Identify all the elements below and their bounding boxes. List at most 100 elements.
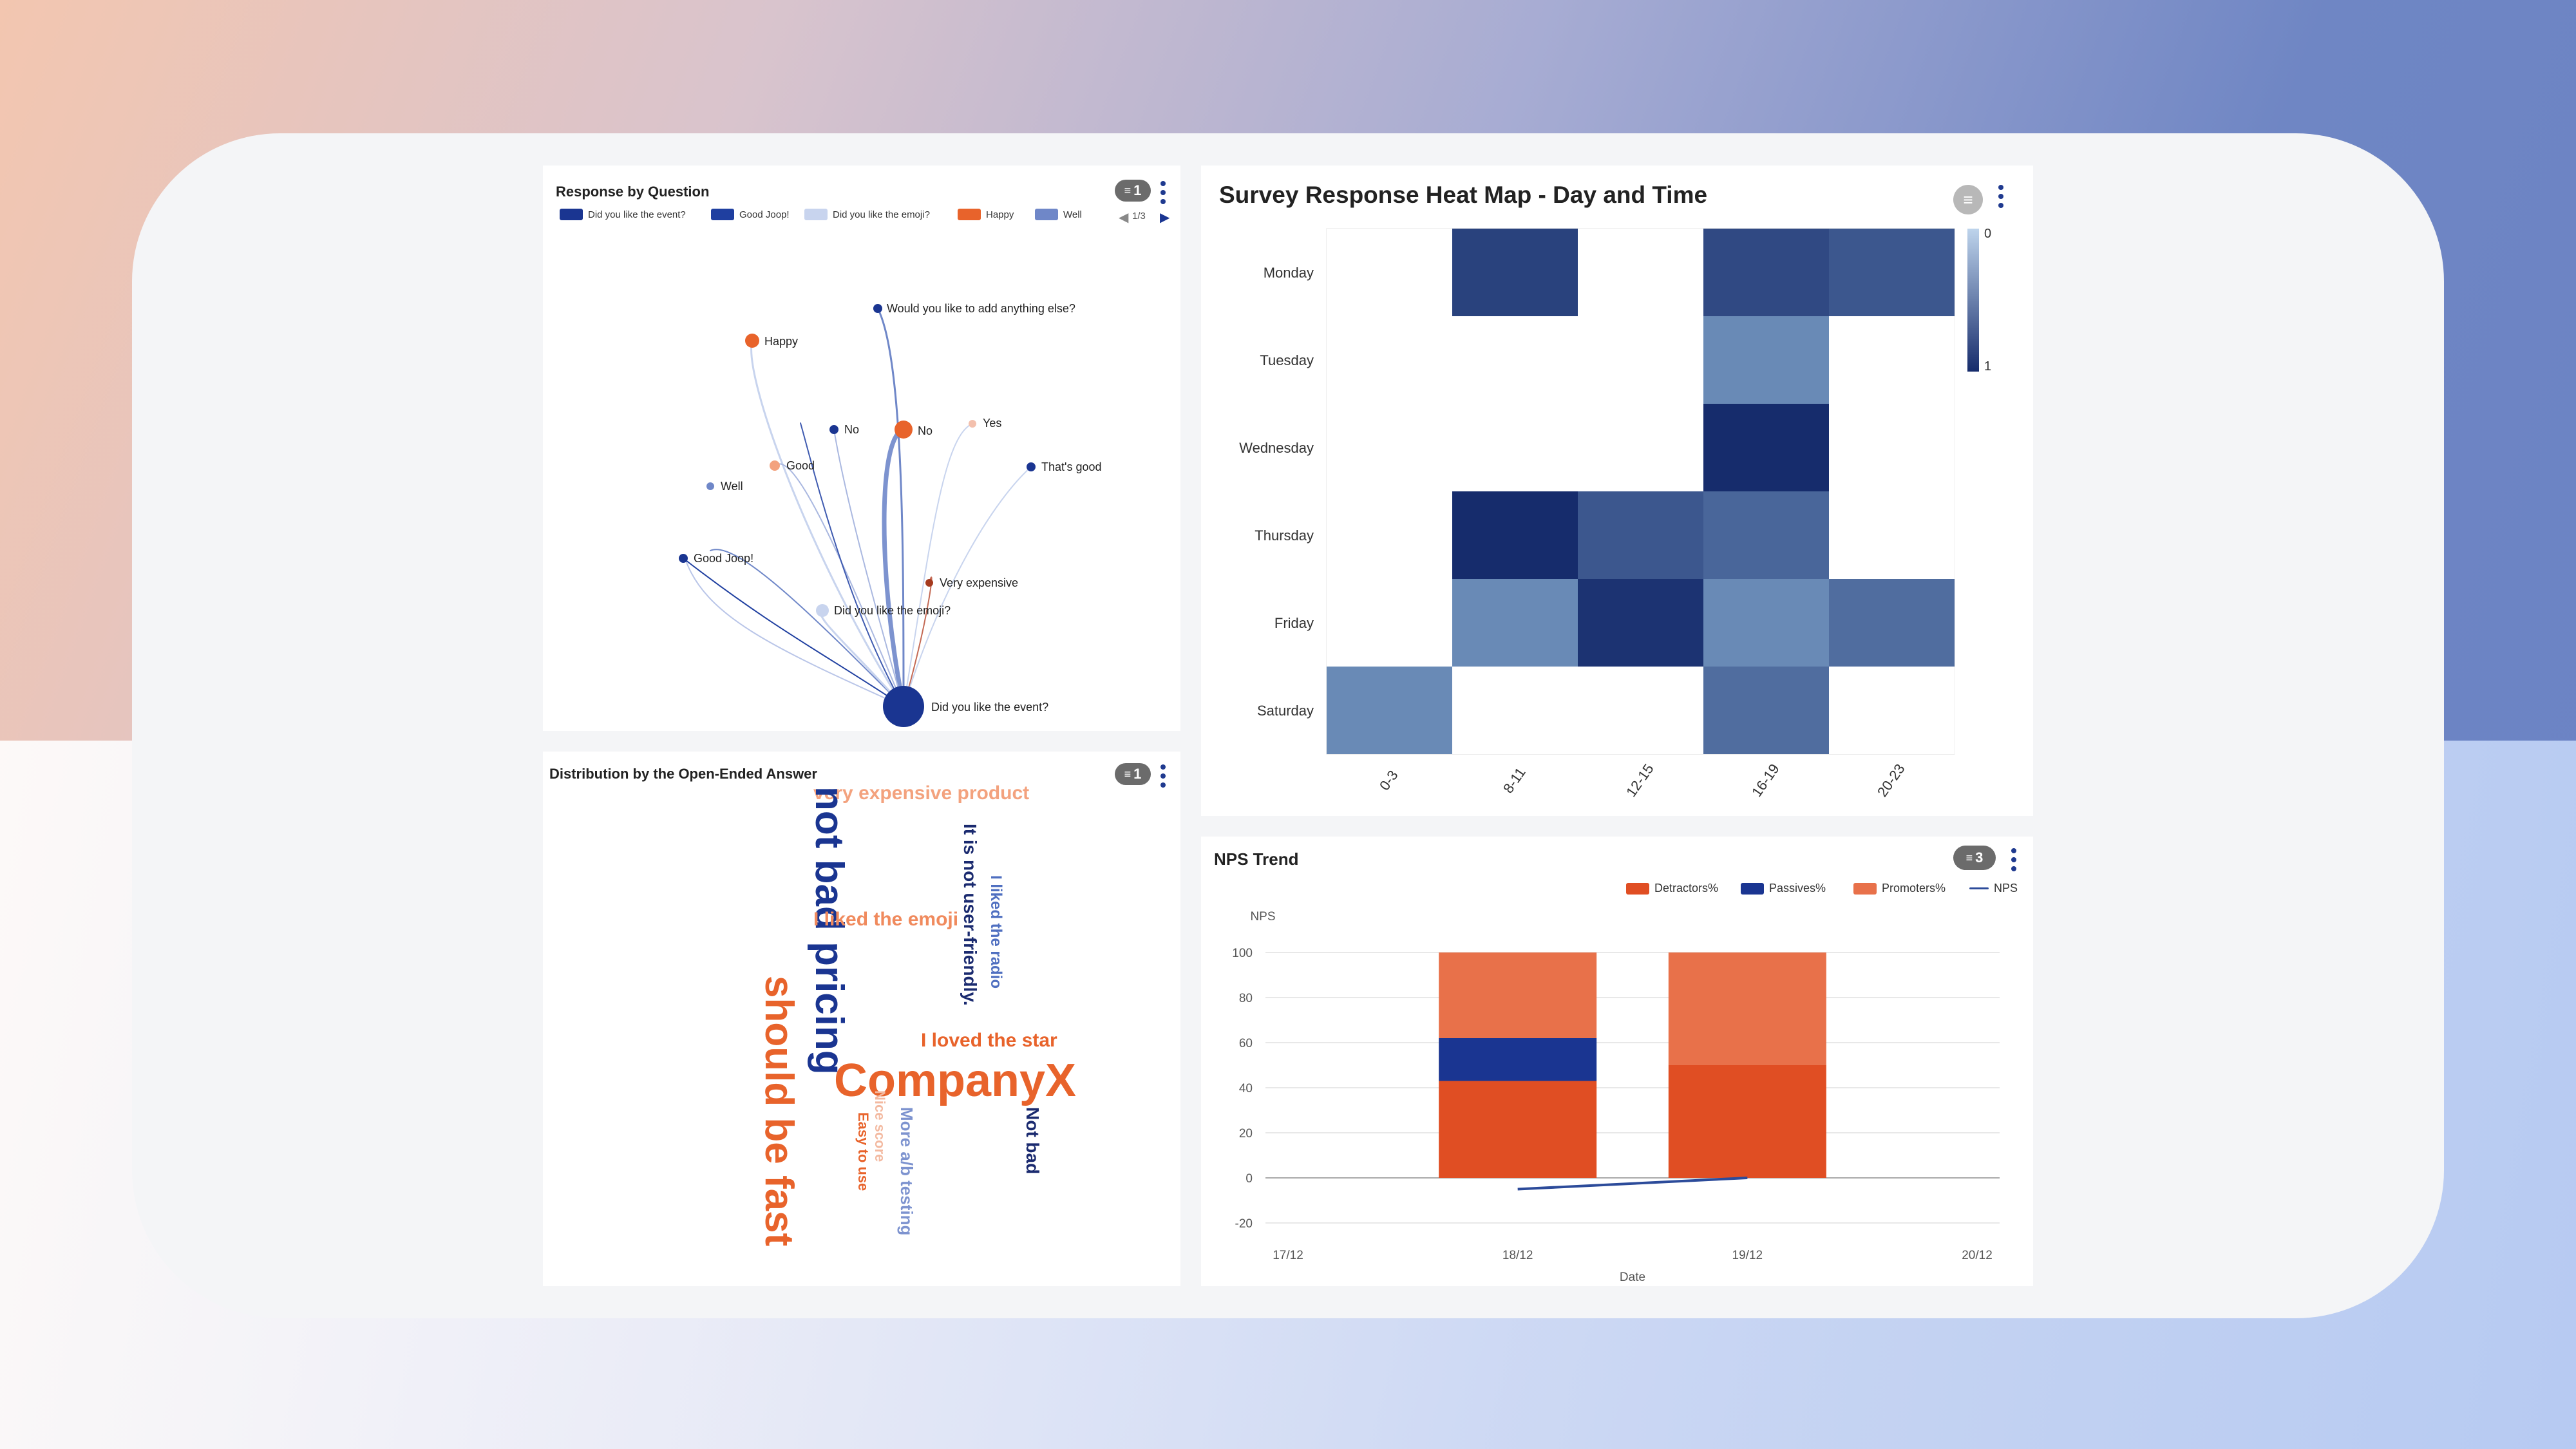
edge [882, 427, 906, 709]
heatmap-cell[interactable] [1829, 579, 1955, 667]
heatmap-cell[interactable] [1578, 579, 1703, 667]
filter-badge[interactable]: ≡ 1 [1115, 763, 1151, 785]
dashboard-card: Response by Question ≡ 1 Did you like th… [132, 133, 2444, 1318]
edge [683, 558, 904, 707]
heatmap-cell[interactable] [1452, 579, 1578, 667]
filter-badge[interactable]: ≡ 1 [1115, 180, 1151, 202]
word: Nice score [872, 1090, 888, 1162]
heatmap-cell[interactable] [1452, 667, 1578, 754]
heatmap-cell[interactable] [1829, 404, 1955, 491]
y-tick-label: 0 [1245, 1172, 1253, 1186]
wordcloud-panel: Distribution by the Open-Ended Answer ≡ … [543, 752, 1180, 1286]
node-no-2 [895, 421, 913, 439]
x-axis-label: Date [1620, 1271, 1645, 1284]
word: Not bad [1023, 1107, 1043, 1175]
filter-badge[interactable]: ≡ 3 [1953, 846, 1996, 870]
legend-item[interactable]: Good Joop! [711, 209, 790, 220]
y-tick-label: Tuesday [1260, 352, 1314, 368]
heatmap-cell[interactable] [1703, 229, 1829, 316]
legend-pager: 1/3 [1132, 211, 1146, 222]
heatmap-cell[interactable] [1578, 229, 1703, 316]
legend-item[interactable]: Passives% [1741, 882, 1826, 895]
legend-label: Did you like the event? [588, 209, 686, 220]
node-happy [745, 334, 759, 348]
node-label: No [844, 423, 859, 436]
heatmap-cell[interactable] [1703, 491, 1829, 579]
legend-item[interactable]: Well [1035, 209, 1082, 220]
legend-item[interactable]: Happy [958, 209, 1014, 220]
heatmap-cell[interactable] [1703, 316, 1829, 404]
heatmap-cell[interactable] [1327, 579, 1452, 667]
legend-label: Good Joop! [739, 209, 790, 220]
legend-item[interactable]: Detractors% [1626, 882, 1718, 895]
word: Easy to use [855, 1112, 871, 1191]
x-tick-label: 8-11 [1500, 764, 1529, 796]
more-options-icon[interactable] [2010, 848, 2018, 875]
heatmap-cell[interactable] [1829, 491, 1955, 579]
bar-segment[interactable] [1439, 952, 1597, 1038]
heatmap-cell[interactable] [1829, 667, 1955, 754]
heatmap-cell[interactable] [1327, 229, 1452, 316]
legend-swatch [958, 209, 981, 220]
edge [710, 549, 904, 707]
heatmap-cell[interactable] [1452, 491, 1578, 579]
node-no-1 [829, 425, 838, 434]
more-options-icon[interactable] [1997, 185, 2005, 212]
heatmap-cell[interactable] [1327, 491, 1452, 579]
filter-icon: ≡ [1124, 184, 1132, 197]
heatmap-cell[interactable] [1452, 316, 1578, 404]
bar-segment[interactable] [1668, 1065, 1826, 1178]
legend-label: Detractors% [1654, 882, 1719, 895]
legend-item[interactable]: Did you like the event? [560, 209, 686, 220]
nps-chart: -20 0 20 40 60 80 100 NPS 17/12 18/12 19/12 20/12 Da… [1232, 910, 2000, 1284]
heatmap-cell[interactable] [1578, 316, 1703, 404]
bar-segment[interactable] [1439, 1038, 1597, 1081]
heatmap-cell[interactable] [1578, 404, 1703, 491]
heatmap-cell[interactable] [1578, 491, 1703, 579]
y-tick-label: 20 [1239, 1127, 1253, 1141]
nps-line[interactable] [1517, 1177, 1748, 1191]
heatmap-cell[interactable] [1578, 667, 1703, 754]
node-good-joop [679, 554, 688, 563]
edge [750, 339, 905, 708]
legend-swatch [1741, 882, 1764, 895]
x-tick-label: 19/12 [1732, 1249, 1763, 1262]
bar-segment[interactable] [1668, 952, 1826, 1065]
node-label: Good Joop! [694, 552, 753, 565]
node-label: Well [721, 480, 743, 493]
heatmap-cell[interactable] [1703, 404, 1829, 491]
legend-next-icon[interactable]: ▶ [1160, 211, 1170, 225]
legend-item[interactable]: Promoters% [1853, 882, 1946, 895]
node-good [770, 460, 780, 471]
heatmap-cell[interactable] [1829, 229, 1955, 316]
word: I liked the radio [987, 875, 1005, 989]
more-options-icon[interactable] [1159, 764, 1167, 791]
legend-swatch [711, 209, 734, 220]
node-very-expensive [925, 579, 933, 587]
legend-prev-icon[interactable]: ◀ [1119, 211, 1129, 225]
heatmap-cell[interactable] [1452, 229, 1578, 316]
scale-min-label: 0 [1984, 227, 1991, 241]
node-event [883, 686, 924, 727]
legend-label: NPS [1994, 882, 2018, 895]
x-tick-label: 16-19 [1748, 761, 1783, 799]
heatmap-chart: Monday Tuesday Wednesday Thursday Friday Satu… [1239, 227, 1991, 800]
bar-segment[interactable] [1439, 1081, 1597, 1179]
y-tick-label: Saturday [1257, 703, 1314, 719]
heatmap-cell[interactable] [1829, 316, 1955, 404]
heatmap-cell[interactable] [1327, 667, 1452, 754]
legend-item[interactable]: NPS [1969, 882, 2018, 895]
word: I loved the star [921, 1030, 1057, 1051]
heatmap-cell[interactable] [1452, 404, 1578, 491]
heatmap-cell[interactable] [1327, 316, 1452, 404]
node-anything-else [873, 304, 882, 313]
node-emoji [816, 604, 829, 617]
legend-item[interactable]: Did you like the emoji? [804, 209, 930, 220]
heatmap-cell[interactable] [1703, 667, 1829, 754]
filter-icon[interactable]: ≡ [1953, 185, 1983, 214]
edge [903, 576, 933, 707]
heatmap-cell[interactable] [1703, 579, 1829, 667]
edge [903, 423, 973, 707]
heatmap-cell[interactable] [1327, 404, 1452, 491]
more-options-icon[interactable] [1159, 181, 1167, 208]
